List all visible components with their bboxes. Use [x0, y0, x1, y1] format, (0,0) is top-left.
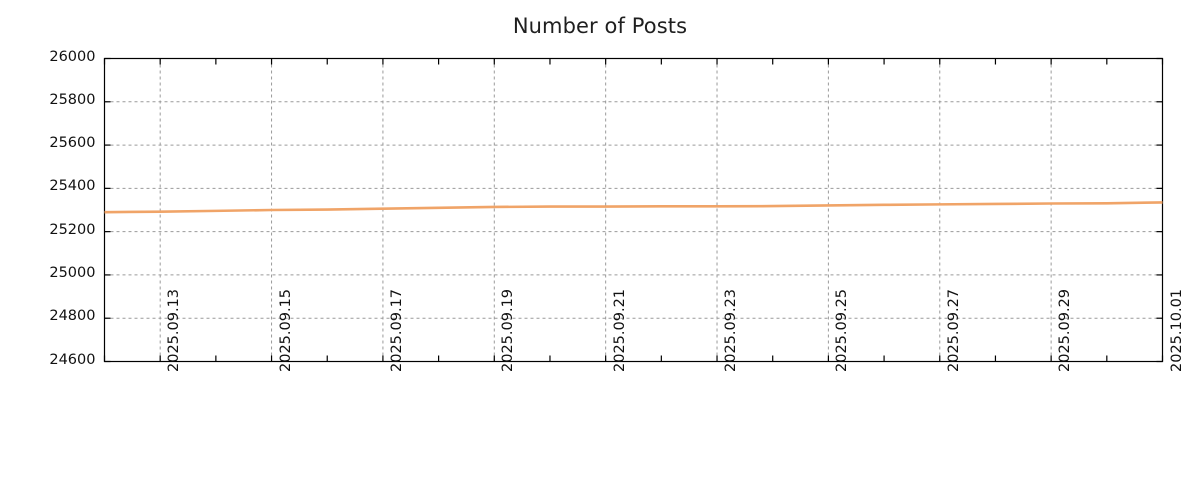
x-axis-tick-label: 2025.09.13 [166, 288, 183, 372]
x-axis-tick-label: 2025.10.01 [1168, 288, 1185, 372]
x-axis-tick-label: 2025.09.29 [1057, 288, 1074, 372]
y-axis-tick-label: 25800 [49, 91, 96, 108]
x-axis-tick-label: 2025.09.17 [388, 288, 405, 372]
x-axis-tick-label: 2025.09.27 [945, 288, 962, 372]
x-axis-tick-label: 2025.09.15 [277, 288, 294, 372]
y-axis-tick-label: 25600 [49, 135, 96, 152]
y-axis-tick-label: 25000 [49, 264, 96, 281]
chart-title: Number of Posts [512, 14, 688, 38]
x-axis-ticks [103, 58, 1164, 362]
plot-frame [103, 57, 1164, 363]
y-axis-tick-label: 24800 [49, 308, 96, 325]
x-axis-tick-label: 2025.09.21 [611, 288, 628, 372]
x-axis-tick-label: 2025.09.19 [500, 288, 517, 372]
y-axis-tick-label: 25400 [49, 178, 96, 195]
x-axis-tick-label: 2025.09.23 [723, 288, 740, 372]
y-axis-tick-label: 25200 [49, 221, 96, 238]
x-axis-tick-label: 2025.09.25 [834, 288, 851, 372]
y-axis-tick-label: 26000 [49, 48, 96, 65]
y-axis-tick-label: 24600 [49, 351, 96, 368]
series-line-number-of-posts [104, 201, 1163, 214]
